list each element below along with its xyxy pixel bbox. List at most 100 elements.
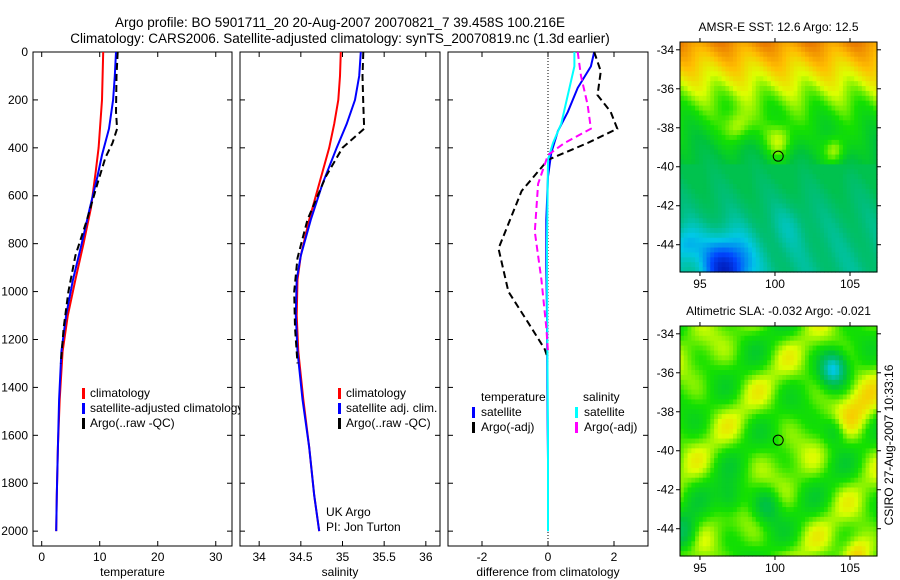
map-cell bbox=[869, 61, 874, 68]
map-cell bbox=[827, 492, 833, 498]
map-cell bbox=[865, 423, 871, 430]
map-cell bbox=[827, 149, 833, 156]
map-cell bbox=[782, 521, 787, 528]
map-cell bbox=[854, 61, 859, 68]
map-cell bbox=[820, 463, 825, 469]
map-cell bbox=[854, 492, 859, 498]
map-cell bbox=[850, 433, 855, 440]
map-cell bbox=[698, 502, 704, 508]
map-cell bbox=[729, 335, 734, 342]
map-cell bbox=[812, 159, 817, 165]
map-cell bbox=[695, 90, 700, 97]
map-cell bbox=[725, 477, 730, 484]
map-cell bbox=[774, 511, 780, 518]
map-cell bbox=[789, 384, 795, 391]
map-cell bbox=[839, 154, 844, 161]
map-cell bbox=[805, 164, 810, 170]
map-cell bbox=[717, 56, 723, 63]
map-cell bbox=[858, 110, 863, 116]
map-cell bbox=[695, 502, 700, 508]
map-cell bbox=[706, 345, 711, 352]
map-cell bbox=[827, 198, 833, 205]
map-cell bbox=[865, 139, 871, 146]
map-cell bbox=[808, 448, 814, 454]
map-cell bbox=[827, 511, 833, 518]
map-cell bbox=[695, 100, 700, 107]
map-cell bbox=[842, 526, 848, 533]
map-cell bbox=[748, 237, 753, 244]
map-cell bbox=[789, 188, 795, 195]
map-cell bbox=[725, 511, 730, 518]
map-cell bbox=[839, 61, 844, 68]
map-cell bbox=[721, 340, 727, 347]
map-cell bbox=[812, 232, 817, 239]
map-cell bbox=[706, 409, 711, 415]
map-cell bbox=[839, 360, 844, 366]
map-cell bbox=[774, 120, 780, 126]
map-cell bbox=[755, 335, 761, 342]
map-cell bbox=[706, 223, 711, 229]
map-cell bbox=[797, 164, 802, 170]
map-cell bbox=[820, 159, 825, 165]
map-cell bbox=[801, 521, 806, 528]
map-cell bbox=[854, 267, 859, 273]
map-cell bbox=[801, 326, 806, 332]
map-cell bbox=[861, 51, 867, 58]
map-cell bbox=[698, 100, 704, 107]
map-cell bbox=[755, 42, 761, 48]
map-cell bbox=[763, 477, 768, 484]
map-cell bbox=[801, 86, 806, 92]
map-cell bbox=[846, 394, 852, 400]
map-cell bbox=[706, 179, 711, 185]
map-cell bbox=[793, 169, 799, 175]
map-cell bbox=[789, 551, 795, 557]
map-cell bbox=[744, 438, 749, 445]
map-cell bbox=[861, 414, 867, 420]
map-cell bbox=[740, 546, 746, 552]
map-cell bbox=[789, 414, 795, 420]
map-cell bbox=[729, 183, 734, 190]
map-cell bbox=[786, 242, 791, 249]
map-cell bbox=[835, 183, 840, 190]
map-cell bbox=[861, 423, 867, 430]
map-cell bbox=[827, 242, 833, 249]
map-cell bbox=[793, 418, 799, 425]
map-cell bbox=[801, 76, 806, 82]
map-cell bbox=[680, 355, 685, 361]
map-cell bbox=[823, 130, 829, 136]
map-cell bbox=[858, 507, 863, 513]
map-cell bbox=[725, 42, 730, 48]
map-cell bbox=[710, 516, 715, 523]
map-cell bbox=[797, 149, 802, 156]
map-cell bbox=[827, 232, 833, 239]
map-cell bbox=[740, 198, 746, 205]
x-axis-label: difference from climatology bbox=[476, 565, 619, 579]
map-cell bbox=[865, 144, 871, 151]
map-cell bbox=[683, 242, 689, 249]
map-cell bbox=[816, 423, 821, 430]
map-cell bbox=[755, 105, 761, 112]
map-cell bbox=[835, 477, 840, 484]
map-cell bbox=[698, 169, 704, 175]
map-cell bbox=[759, 482, 764, 489]
map-cell bbox=[683, 227, 689, 234]
map-cell bbox=[873, 61, 878, 68]
map-cell bbox=[839, 81, 844, 87]
map-cell bbox=[702, 536, 708, 542]
map-cell bbox=[808, 188, 814, 195]
map-cell bbox=[755, 511, 761, 518]
map-cell bbox=[808, 482, 814, 489]
map-cell bbox=[865, 164, 871, 170]
map-cell bbox=[714, 516, 719, 523]
map-cell bbox=[850, 345, 855, 352]
map-cell bbox=[827, 394, 833, 400]
y-tick-label: 200 bbox=[8, 93, 28, 107]
map-cell bbox=[808, 164, 814, 170]
map-cell bbox=[744, 154, 749, 161]
map-cell bbox=[786, 477, 791, 484]
map-cell bbox=[873, 110, 878, 116]
map-cell bbox=[691, 149, 696, 156]
map-cell bbox=[789, 208, 795, 214]
map-cell bbox=[744, 502, 749, 508]
map-cell bbox=[748, 360, 753, 366]
